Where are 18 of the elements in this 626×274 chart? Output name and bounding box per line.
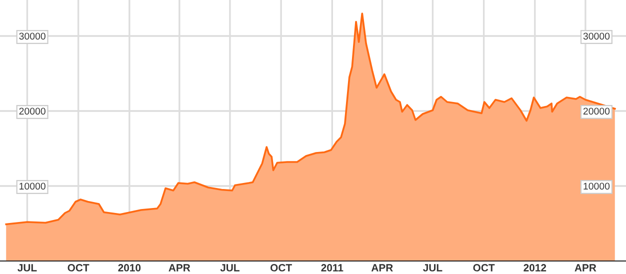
x-tick-label: OCT: [473, 264, 495, 272]
x-tick-label: JUL: [18, 264, 37, 272]
x-tick-label: JUL: [220, 264, 240, 272]
x-tick-label: 2011: [321, 264, 344, 272]
x-tick-label: 2010: [118, 264, 141, 272]
y-tick-label: 10000: [20, 182, 46, 190]
x-tick-label: 2012: [524, 264, 546, 272]
y2-tick-label: 20000: [583, 108, 610, 115]
y2-tick-label: 30000: [583, 32, 610, 40]
y-tick-label: 20000: [19, 108, 46, 115]
x-tick-label: APR: [168, 264, 190, 272]
y2-tick-label: 10000: [584, 182, 610, 190]
y-tick-label: 30000: [19, 32, 46, 40]
x-tick-label: OCT: [68, 264, 90, 272]
x-tick-label: APR: [371, 264, 393, 272]
x-tick-label: JUL: [423, 264, 442, 272]
x-tick-label: APR: [574, 264, 596, 272]
x-tick-label: OCT: [270, 264, 292, 272]
